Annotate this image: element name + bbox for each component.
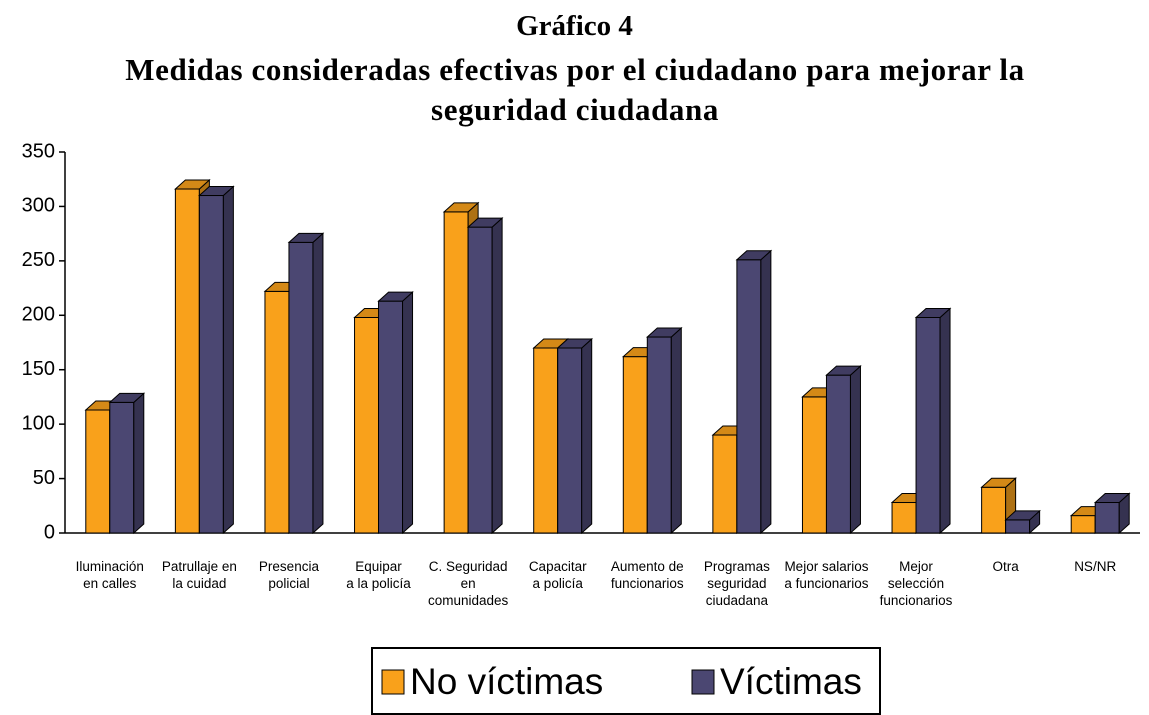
- bar-front: [1070, 515, 1096, 534]
- x-tick-label: Mejor selección funcionarios: [880, 559, 953, 608]
- y-tick-label: 150: [22, 358, 55, 380]
- bar-front: [174, 188, 200, 534]
- bar-front: [712, 434, 738, 534]
- bar: [377, 291, 414, 535]
- bar-side: [312, 232, 324, 535]
- bar: [1093, 492, 1131, 535]
- x-tick-label: NS/NR: [1074, 559, 1116, 574]
- bar-front: [354, 316, 380, 534]
- bar-front: [557, 347, 583, 534]
- bar-top: [645, 327, 683, 338]
- bar: [825, 365, 862, 535]
- bar-top: [287, 232, 325, 243]
- bar-front: [646, 336, 672, 534]
- bar-top: [377, 291, 414, 302]
- bar-side: [222, 185, 234, 535]
- bar-side: [849, 365, 861, 535]
- bar-top: [556, 338, 594, 349]
- bar-side: [402, 291, 414, 535]
- x-tick-label: Capacitar a policía: [529, 559, 587, 591]
- bar-top: [442, 202, 480, 213]
- bar-top: [914, 307, 952, 318]
- legend-swatch: [381, 669, 405, 695]
- x-tick-label: Aumento de funcionarios: [611, 559, 684, 591]
- y-tick-label: 200: [22, 304, 55, 326]
- bar-front: [1005, 519, 1031, 534]
- bar-front: [288, 241, 314, 534]
- bar-side: [491, 216, 503, 535]
- legend-box: [371, 647, 881, 715]
- y-tick-label: 300: [22, 195, 55, 217]
- bar-front: [443, 211, 469, 534]
- bar: [1004, 509, 1041, 535]
- bar-front: [622, 356, 648, 534]
- bar-front: [915, 316, 941, 534]
- bar-front: [378, 300, 404, 534]
- bar-top: [735, 250, 773, 261]
- bar-front: [1094, 502, 1120, 534]
- bar-side: [760, 249, 772, 535]
- bar-front: [736, 259, 762, 534]
- x-tick-label: Equipar a la policía: [346, 559, 411, 591]
- x-tick-label: Patrullaje en la cuidad: [162, 559, 237, 591]
- bar-front: [198, 195, 224, 534]
- legend-swatch: [691, 669, 715, 695]
- bar-side: [670, 326, 682, 535]
- bar: [735, 249, 773, 535]
- x-tick-label: Mejor salarios a funcionarios: [784, 559, 868, 591]
- bar-front: [109, 401, 135, 534]
- bar-front: [981, 486, 1007, 534]
- y-tick-label: 350: [22, 140, 55, 162]
- chart-subtitle: Medidas consideradas efectivas por el ci…: [125, 52, 1025, 127]
- bar-front: [891, 502, 917, 534]
- bar-front: [264, 290, 290, 534]
- bar: [108, 392, 146, 535]
- bar-top: [108, 392, 146, 403]
- bar-front: [467, 226, 493, 534]
- bar: [466, 216, 504, 535]
- bar-top: [825, 365, 862, 376]
- bar-top: [198, 186, 235, 197]
- y-tick-label: 0: [44, 521, 55, 543]
- bar: [645, 326, 683, 535]
- bar-front: [85, 409, 111, 534]
- bar-top: [980, 477, 1017, 488]
- bar-side: [581, 337, 593, 535]
- bar-top: [174, 179, 211, 190]
- y-tick-label: 50: [33, 467, 55, 489]
- x-tick-label: C. Seguridad en comunidades: [428, 559, 509, 608]
- bar: [914, 307, 952, 535]
- x-tick-label: Otra: [992, 559, 1019, 574]
- bar-front: [533, 347, 559, 534]
- bar-front: [825, 374, 851, 534]
- legend-label: Víctimas: [720, 661, 862, 702]
- bar-top: [1004, 510, 1041, 521]
- bar: [287, 232, 325, 535]
- bar-side: [133, 392, 145, 535]
- x-tick-label: Programas seguridad ciudadana: [704, 559, 770, 608]
- bar: [198, 185, 235, 535]
- bar-side: [939, 307, 951, 535]
- chart-title: Gráfico 4: [516, 10, 633, 42]
- legend-label: No víctimas: [410, 661, 603, 702]
- bar: [556, 337, 594, 535]
- x-tick-label: Presencia policial: [259, 559, 320, 591]
- x-tick-label: Iluminación en calles: [76, 559, 144, 591]
- bar-top: [466, 217, 504, 228]
- y-tick-label: 250: [22, 249, 55, 271]
- bar-top: [1093, 493, 1131, 504]
- y-tick-label: 100: [22, 412, 55, 434]
- bar-front: [801, 396, 827, 534]
